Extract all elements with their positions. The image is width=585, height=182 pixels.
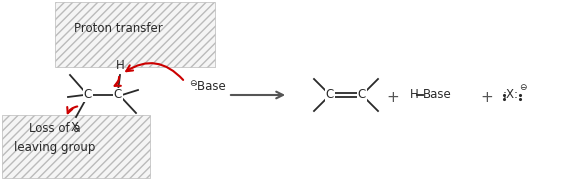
Text: X: X xyxy=(71,121,79,134)
Text: :X:: :X: xyxy=(503,88,519,102)
Text: C: C xyxy=(84,88,92,102)
Text: +: + xyxy=(481,90,493,104)
Text: C: C xyxy=(326,88,334,102)
Text: +: + xyxy=(387,90,400,104)
Text: ⊖: ⊖ xyxy=(189,80,197,88)
Text: Base: Base xyxy=(423,88,452,102)
Text: C: C xyxy=(358,88,366,102)
Text: C: C xyxy=(114,88,122,102)
Text: H: H xyxy=(116,59,125,72)
FancyBboxPatch shape xyxy=(2,115,150,178)
FancyArrowPatch shape xyxy=(126,63,183,80)
FancyArrowPatch shape xyxy=(115,77,121,86)
Text: :Base: :Base xyxy=(194,80,227,94)
FancyArrowPatch shape xyxy=(67,106,77,113)
Text: Proton transfer: Proton transfer xyxy=(74,21,163,35)
FancyBboxPatch shape xyxy=(55,2,215,67)
Text: H: H xyxy=(410,88,419,102)
Text: Loss of a
leaving group: Loss of a leaving group xyxy=(14,122,96,153)
Text: ⊖: ⊖ xyxy=(519,84,526,92)
